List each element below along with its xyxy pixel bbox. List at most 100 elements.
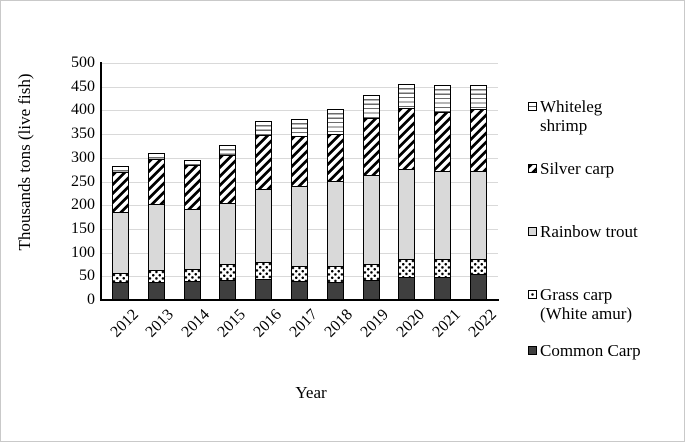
bar-2015	[219, 144, 237, 300]
x-tick-label: 2015	[214, 306, 249, 341]
bar-segment-solid-light	[470, 171, 487, 260]
bar-segment-solid-light	[219, 204, 237, 266]
bar-segment-diagonal	[398, 108, 416, 170]
legend-swatch-solid-light-icon	[528, 227, 537, 236]
bar-segment-solid-dark	[147, 283, 165, 300]
legend-swatch-diagonal-icon	[528, 164, 537, 173]
bar-segment-dots	[398, 259, 416, 278]
bar-segment-hlines	[470, 84, 487, 111]
bar-segment-hlines	[219, 144, 237, 157]
x-tick-label: 2021	[429, 306, 464, 341]
legend-swatch-dots-icon	[528, 290, 537, 299]
bar-segment-solid-dark	[183, 281, 201, 300]
bar-2019	[362, 95, 380, 300]
bar-segment-diagonal	[255, 135, 273, 190]
x-tick-label: 2014	[178, 306, 214, 341]
bar-2018	[326, 109, 344, 300]
bar-segment-diagonal	[147, 159, 165, 206]
bar-segment-diagonal	[326, 135, 344, 182]
legend-label: Rainbow trout	[540, 222, 638, 241]
bar-2012	[112, 165, 129, 300]
bar-segment-solid-dark	[112, 283, 129, 300]
y-axis-title: Thousands tons (live fish)	[15, 73, 34, 251]
legend-label: Grass carp (White amur)	[540, 285, 633, 323]
legend-label: Silver carp	[540, 159, 615, 178]
bar-segment-diagonal	[470, 110, 487, 172]
y-tick-label: 400	[71, 101, 95, 119]
bar-segment-solid-dark	[326, 282, 344, 300]
legend-swatch-solid-dark-icon	[528, 346, 537, 355]
bar-segment-dots	[219, 265, 237, 281]
x-axis-line	[100, 299, 499, 301]
bar-2014	[183, 159, 201, 300]
x-tick-label: 2016	[250, 306, 285, 341]
y-tick-label: 100	[71, 243, 95, 261]
x-tick-label: 2012	[106, 306, 142, 341]
bar-2013	[147, 153, 165, 300]
bar-segment-hlines	[326, 109, 344, 136]
bar-segment-dots	[183, 270, 201, 282]
bar-segment-hlines	[255, 121, 273, 136]
bar-segment-hlines	[434, 84, 452, 114]
y-tick-label: 200	[71, 196, 95, 214]
bar-segment-solid-dark	[434, 277, 452, 300]
bar-segment-hlines	[112, 165, 129, 173]
legend-label: Whiteleg shrimp	[540, 97, 603, 135]
bar-segment-solid-light	[434, 172, 452, 260]
bar-segment-solid-light	[362, 176, 380, 265]
y-tick-label: 50	[79, 267, 95, 285]
bar-segment-solid-dark	[291, 281, 308, 300]
bar-segment-hlines	[398, 84, 416, 109]
bar-segment-hlines	[147, 153, 165, 160]
bar-segment-diagonal	[112, 172, 129, 214]
bar-segment-solid-dark	[219, 280, 237, 300]
y-tick-label: 300	[71, 148, 95, 166]
bar-segment-solid-light	[326, 181, 344, 267]
bar-segment-diagonal	[291, 136, 308, 188]
bar-segment-diagonal	[362, 118, 380, 177]
x-tick-label: 2022	[464, 306, 500, 341]
bar-segment-diagonal	[219, 156, 237, 205]
legend-swatch-hlines-icon	[528, 102, 537, 111]
y-tick-label: 250	[71, 172, 95, 190]
y-tick-label: 0	[87, 291, 95, 308]
bar-segment-hlines	[183, 159, 201, 166]
bar-segment-dots	[147, 270, 165, 284]
bar-segment-dots	[112, 273, 129, 284]
bar-segment-solid-light	[255, 189, 273, 264]
bar-segment-dots	[291, 267, 308, 282]
bar-segment-hlines	[291, 119, 308, 137]
y-tick-label: 450	[71, 77, 95, 95]
y-tick-label: 350	[71, 125, 95, 143]
x-tick-label: 2013	[142, 306, 178, 341]
bar-segment-solid-light	[291, 187, 308, 268]
bar-segment-solid-dark	[398, 277, 416, 300]
legend-item: Rainbow trout	[528, 222, 638, 241]
bar-2017	[291, 119, 308, 300]
y-tick-label: 150	[71, 219, 95, 237]
bar-segment-diagonal	[434, 113, 452, 172]
x-tick-label: 2020	[393, 306, 428, 341]
bar-2021	[434, 84, 452, 300]
bar-segment-dots	[434, 259, 452, 278]
bar-segment-hlines	[362, 95, 380, 119]
legend-item: Common Carp	[528, 341, 641, 360]
gridline	[102, 63, 498, 64]
bar-2022	[470, 84, 487, 300]
gridline	[102, 110, 498, 112]
bar-segment-dots	[255, 263, 273, 280]
bar-2016	[255, 121, 273, 300]
x-tick-label: 2019	[357, 306, 393, 341]
x-tick-label: 2017	[285, 306, 321, 341]
x-axis-title: Year	[295, 383, 327, 402]
bar-segment-solid-dark	[470, 275, 487, 300]
legend-item: Grass carp (White amur)	[528, 285, 632, 323]
bar-segment-dots	[470, 259, 487, 276]
bar-2020	[398, 84, 416, 300]
y-axis-line	[100, 62, 102, 301]
legend-item: Silver carp	[528, 159, 614, 178]
legend-label: Common Carp	[540, 341, 641, 360]
gridline	[102, 86, 498, 88]
bar-segment-solid-dark	[362, 280, 380, 300]
